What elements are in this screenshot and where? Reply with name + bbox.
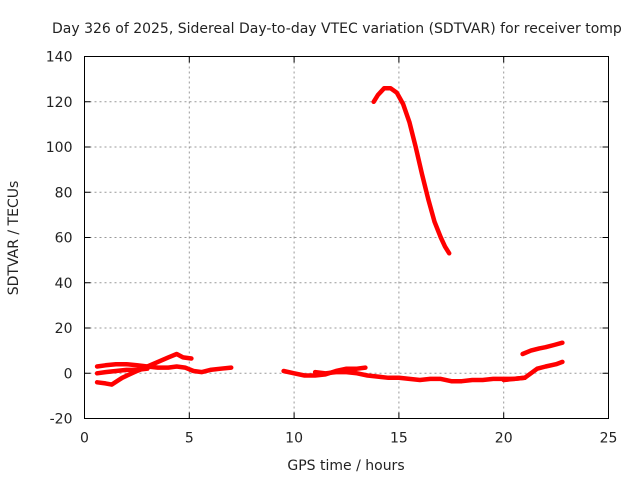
- series-satellite-e: [312, 369, 527, 384]
- series-group: [94, 85, 565, 387]
- x-tick-label: 5: [185, 431, 194, 447]
- y-tick-label: 60: [55, 231, 73, 247]
- tick-labels: 0 5 10 15 20 25 -20 0 20 40 60 80 100 120 140: [46, 50, 618, 447]
- series-satellite-h: [371, 85, 452, 256]
- series-satellite-a: [94, 361, 234, 375]
- grid: [84, 56, 609, 419]
- x-tick-label: 0: [80, 431, 89, 447]
- plot-frame: [84, 56, 609, 419]
- series-satellite-f: [501, 359, 565, 383]
- y-tick-label: 20: [55, 321, 73, 337]
- x-tick-label: 20: [495, 431, 513, 447]
- y-tick-label: 140: [46, 50, 73, 66]
- y-tick-label: 120: [46, 95, 73, 111]
- y-axis-label: SDTVAR / TECUs: [6, 181, 22, 296]
- series-satellite-c: [94, 366, 150, 376]
- x-tick-label: 15: [390, 431, 408, 447]
- x-tick-label: 10: [285, 431, 303, 447]
- series-satellite-g: [520, 340, 565, 357]
- x-tick-label: 25: [600, 431, 618, 447]
- y-tick-label: 0: [64, 366, 73, 382]
- x-axis-label: GPS time / hours: [287, 458, 404, 474]
- y-tick-label: -20: [50, 412, 73, 428]
- y-tick-label: 80: [55, 185, 73, 201]
- chart-title: Day 326 of 2025, Sidereal Day-to-day VTE…: [52, 21, 622, 37]
- y-tick-label: 40: [55, 276, 73, 292]
- y-tick-label: 100: [46, 140, 73, 156]
